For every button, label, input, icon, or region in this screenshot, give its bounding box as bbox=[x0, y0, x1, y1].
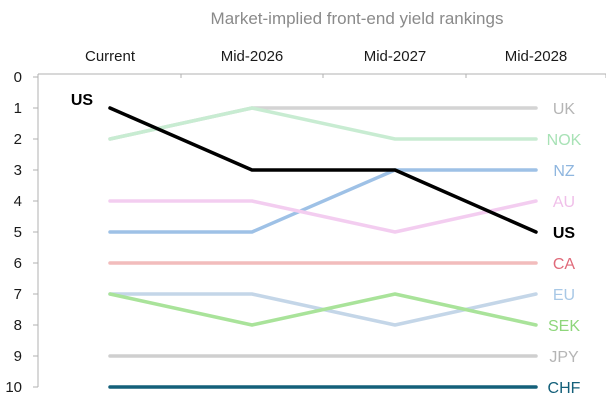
x-tick-label: Mid-2026 bbox=[221, 48, 284, 65]
series-label-ca: CA bbox=[553, 256, 576, 273]
series-line-sek bbox=[108, 292, 538, 327]
y-tick-label: 2 bbox=[14, 131, 22, 148]
series-label-sek: SEK bbox=[548, 318, 580, 335]
series-line-nok bbox=[108, 106, 538, 141]
y-tick-label: 9 bbox=[14, 348, 22, 365]
start-label-us: US bbox=[71, 92, 94, 109]
series-label-nok: NOK bbox=[547, 132, 582, 149]
y-tick-label: 5 bbox=[14, 224, 22, 241]
series-label-nz: NZ bbox=[553, 163, 575, 180]
series-label-uk: UK bbox=[553, 101, 576, 118]
y-tick-label: 3 bbox=[14, 162, 22, 179]
y-tick-label: 6 bbox=[14, 255, 22, 272]
y-tick-label: 8 bbox=[14, 317, 22, 334]
axes: Current Mid-2026 Mid-2027 Mid-2028 0 1 2 3 4 5 6 7 8… bbox=[5, 48, 606, 396]
y-tick-label: 4 bbox=[14, 193, 22, 210]
x-tick-label: Current bbox=[85, 48, 136, 65]
y-tick-label: 0 bbox=[14, 69, 22, 86]
series-label-jpy: JPY bbox=[549, 349, 579, 366]
series-line-us bbox=[108, 106, 538, 234]
y-tick-label: 7 bbox=[14, 286, 22, 303]
series-line-nz bbox=[108, 168, 538, 234]
series-lines bbox=[108, 106, 538, 389]
series-label-us: US bbox=[553, 225, 576, 242]
series-label-eu: EU bbox=[553, 287, 575, 304]
series-line-au bbox=[108, 199, 538, 234]
x-tick-label: Mid-2028 bbox=[505, 48, 568, 65]
series-label-chf: CHF bbox=[548, 380, 581, 397]
x-tick-label: Mid-2027 bbox=[364, 48, 427, 65]
series-labels: UK NOK NZ AU CA EU SEK JPY CHF US US bbox=[71, 92, 582, 397]
y-tick-label: 10 bbox=[5, 379, 22, 396]
series-label-au: AU bbox=[553, 194, 575, 211]
chart-title: Market-implied front-end yield rankings bbox=[211, 9, 504, 28]
y-tick-label: 1 bbox=[14, 100, 22, 117]
